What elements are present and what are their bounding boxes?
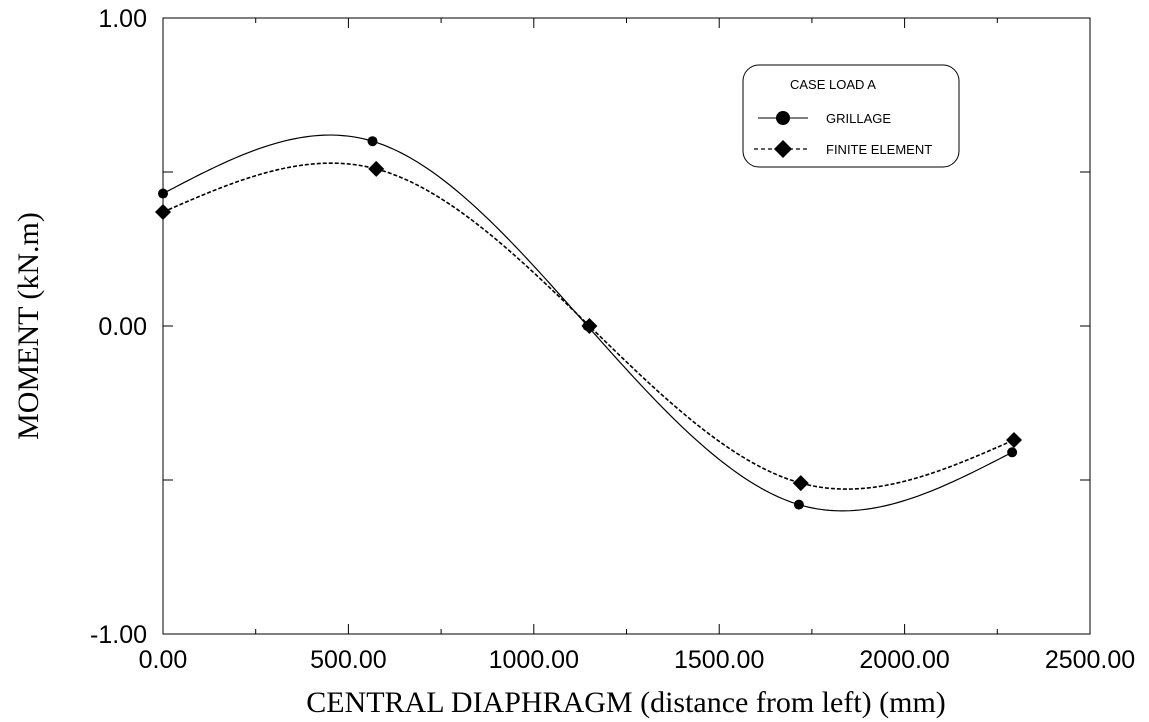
legend-title: CASE LOAD A (790, 77, 876, 92)
data-point-finite-element (368, 160, 385, 177)
x-tick-label: 1000.00 (489, 646, 579, 674)
data-point-grillage (793, 499, 804, 510)
data-point-grillage (1007, 447, 1018, 458)
data-point-finite-element (155, 204, 171, 221)
legend-label-finite-element: FINITE ELEMENT (826, 142, 932, 157)
x-tick-label: 2500.00 (1045, 646, 1135, 674)
y-tick-labels: -1.00 0.00 1.00 (90, 5, 147, 649)
data-point-finite-element (792, 475, 809, 492)
x-tick-label: 2000.00 (859, 646, 949, 674)
legend-marker-grillage (776, 111, 790, 125)
y-tick-label: 0.00 (98, 313, 147, 341)
x-tick-label: 1500.00 (674, 646, 764, 674)
data-point-grillage (367, 136, 378, 147)
legend: CASE LOAD A GRILLAGE FINITE ELEMENT (742, 64, 960, 168)
series-layer (155, 134, 1022, 512)
data-point-grillage (158, 188, 168, 199)
y-tick-label: -1.00 (90, 621, 147, 649)
data-point-finite-element (1005, 431, 1022, 448)
x-tick-label: 0.00 (139, 646, 188, 674)
legend-label-grillage: GRILLAGE (826, 111, 891, 126)
y-tick-label: 1.00 (98, 5, 147, 33)
data-point-finite-element (581, 318, 598, 334)
legend-marker-finite-element (774, 140, 792, 158)
tick-marks (162, 17, 1091, 635)
x-axis-title: CENTRAL DIAPHRAGM (distance from left) (… (306, 686, 946, 719)
legend-box (742, 64, 960, 168)
x-tick-labels: 0.00 500.00 1000.00 1500.00 2000.00 2500.00 (139, 646, 1136, 674)
x-tick-label: 500.00 (310, 646, 386, 674)
y-axis-title: MOMENT (kN.m) (12, 212, 45, 440)
